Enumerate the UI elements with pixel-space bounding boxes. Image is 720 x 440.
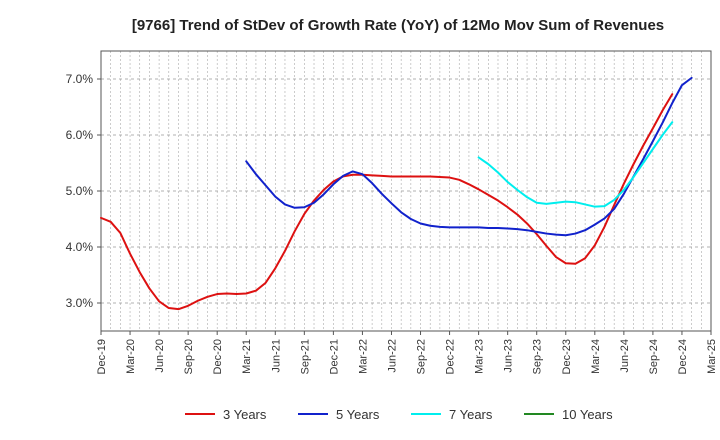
gridlines bbox=[101, 51, 711, 331]
x-tick-label: Sep-22 bbox=[416, 339, 428, 374]
x-tick-label: Mar-23 bbox=[474, 339, 486, 374]
legend-label: 5 Years bbox=[336, 407, 380, 422]
y-tick-label: 3.0% bbox=[66, 296, 94, 310]
x-tick-label: Mar-21 bbox=[241, 339, 253, 374]
legend-label: 7 Years bbox=[449, 407, 493, 422]
series-line-5-years bbox=[245, 76, 693, 237]
x-tick-label: Mar-22 bbox=[357, 339, 369, 374]
x-tick-label: Jun-23 bbox=[503, 339, 515, 373]
x-tick-label: Jun-22 bbox=[386, 339, 398, 373]
x-tick-label: Mar-25 bbox=[706, 339, 718, 374]
series-line-7-years bbox=[477, 121, 674, 208]
y-tick-label: 4.0% bbox=[66, 240, 94, 254]
x-tick-label: Mar-20 bbox=[125, 339, 137, 374]
legend: 3 Years 5 Years 7 Years 10 Years bbox=[185, 407, 613, 422]
legend-label: 10 Years bbox=[562, 407, 613, 422]
x-tick-label: Sep-24 bbox=[648, 339, 660, 374]
series-lines bbox=[100, 76, 693, 311]
x-tick-label: Sep-21 bbox=[299, 339, 311, 374]
x-axis: Dec-19 Mar-20 Jun-20 Sep-20 Dec-20 Mar-21 Jun-… bbox=[96, 331, 718, 374]
x-tick-label: Dec-19 bbox=[96, 339, 108, 374]
x-tick-label: Dec-23 bbox=[561, 339, 573, 374]
x-tick-label: Dec-24 bbox=[677, 339, 689, 374]
x-tick-label: Jun-21 bbox=[270, 339, 282, 373]
x-tick-label: Mar-24 bbox=[590, 339, 602, 374]
x-tick-label: Jun-20 bbox=[154, 339, 166, 373]
y-axis: 3.0% 4.0% 5.0% 6.0% 7.0% bbox=[66, 72, 101, 310]
x-tick-label: Dec-20 bbox=[212, 339, 224, 374]
chart-title: [9766] Trend of StDev of Growth Rate (Yo… bbox=[132, 17, 664, 34]
y-tick-label: 5.0% bbox=[66, 184, 94, 198]
y-tick-label: 6.0% bbox=[66, 128, 94, 142]
legend-label: 3 Years bbox=[223, 407, 267, 422]
series-line-3-years bbox=[100, 93, 674, 311]
x-tick-label: Sep-20 bbox=[183, 339, 195, 374]
x-tick-label: Dec-22 bbox=[445, 339, 457, 374]
x-tick-label: Jun-24 bbox=[619, 339, 631, 373]
x-tick-label: Sep-23 bbox=[532, 339, 544, 374]
x-tick-label: Dec-21 bbox=[328, 339, 340, 374]
y-tick-label: 7.0% bbox=[66, 72, 94, 86]
